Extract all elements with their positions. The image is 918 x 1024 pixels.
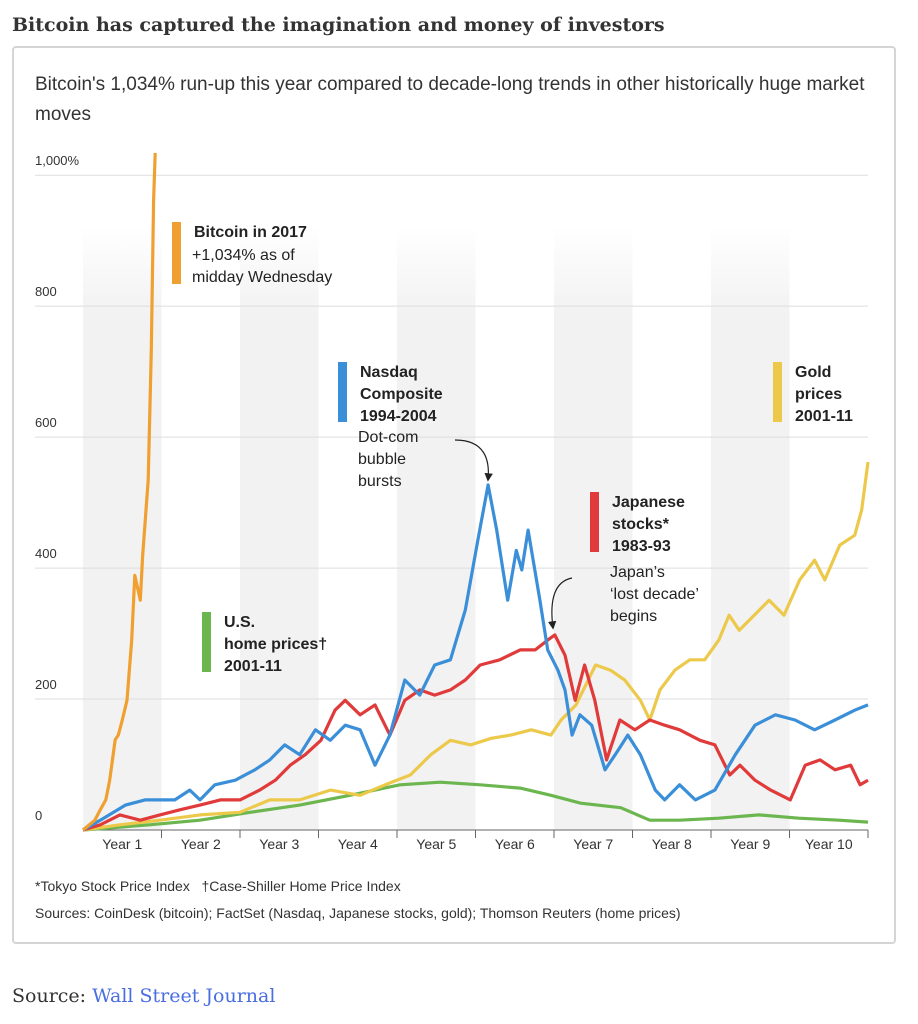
legend-swatch xyxy=(773,362,782,422)
legend-label: Japanese stocks* 1983-93 xyxy=(612,494,685,555)
legend-swatch xyxy=(590,492,599,552)
x-tick-label: Year 5 xyxy=(416,836,456,852)
series-line xyxy=(82,461,870,832)
x-tick-label: Year 2 xyxy=(181,836,221,852)
x-tick-label: Year 7 xyxy=(573,836,613,852)
source-link[interactable]: Wall Street Journal xyxy=(92,985,276,1007)
legend-label: Gold prices 2001-11 xyxy=(795,364,853,425)
series-line xyxy=(81,152,157,832)
y-tick-label: 1,000% xyxy=(35,153,80,168)
arrow xyxy=(454,439,493,482)
y-tick-label: 800 xyxy=(35,284,57,299)
chart-title: Bitcoin's 1,034% run-up this year compar… xyxy=(35,74,865,125)
y-tick-label: 600 xyxy=(35,415,57,430)
heading: Bitcoin has captured the imagination and… xyxy=(12,14,665,36)
y-tick-label: 200 xyxy=(35,677,57,692)
legend-label: Bitcoin in 2017 xyxy=(194,224,307,241)
series-line xyxy=(82,780,869,832)
annotation: Dot-com bubble bursts xyxy=(358,429,419,490)
x-tick-label: Year 8 xyxy=(652,836,692,852)
legend-swatch xyxy=(172,222,181,284)
legend-swatch xyxy=(202,612,211,672)
x-tick-label: Year 10 xyxy=(805,836,853,852)
y-tick-label: 400 xyxy=(35,546,57,561)
source-line: Source: Wall Street Journal xyxy=(12,985,275,1007)
arrow xyxy=(547,577,573,630)
x-tick-label: Year 1 xyxy=(102,836,142,852)
y-tick-label: 0 xyxy=(35,808,42,823)
legend-label: Nasdaq Composite 1994-2004 xyxy=(360,364,443,425)
series-line xyxy=(82,483,869,832)
annotation: +1,034% as of midday Wednesday xyxy=(192,247,333,286)
x-tick-label: Year 3 xyxy=(259,836,299,852)
x-tick-label: Year 6 xyxy=(495,836,535,852)
footnote: *Tokyo Stock Price Index †Case-Shiller H… xyxy=(35,878,401,894)
year-band xyxy=(83,225,162,830)
x-tick-label: Year 9 xyxy=(730,836,770,852)
year-band xyxy=(240,225,319,830)
x-tick-label: Year 4 xyxy=(338,836,378,852)
series-line xyxy=(82,633,869,832)
year-band xyxy=(397,225,476,830)
chart-frame xyxy=(12,46,896,944)
source-label: Source: xyxy=(12,985,87,1007)
legend-swatch xyxy=(338,362,347,422)
annotation: Japan’s ‘lost decade’ begins xyxy=(610,564,699,625)
sources: Sources: CoinDesk (bitcoin); FactSet (Na… xyxy=(35,905,681,921)
legend-label: U.S. home prices† 2001-11 xyxy=(224,614,328,675)
year-band xyxy=(711,225,790,830)
